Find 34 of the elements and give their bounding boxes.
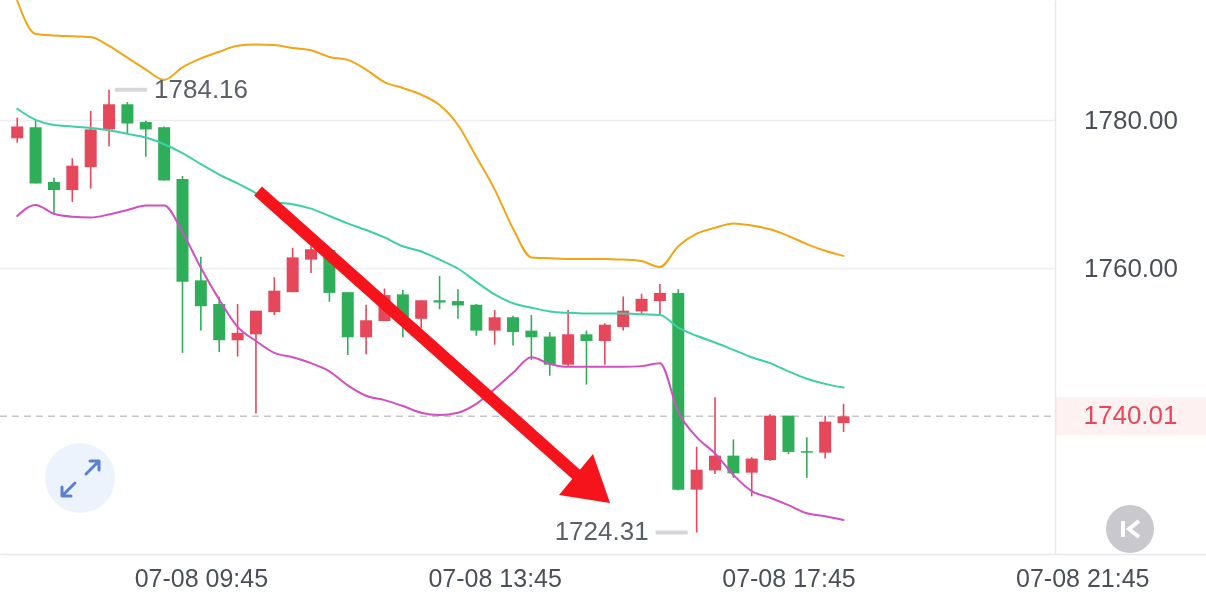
x-tick-label: 07-08 21:45 (1016, 563, 1150, 592)
candlestick (488, 309, 501, 346)
candlestick (249, 309, 262, 415)
annotation: 1724.31 (554, 516, 649, 547)
candlestick (507, 315, 520, 347)
candlestick (305, 245, 318, 274)
candlestick (451, 288, 464, 320)
line-series (16, 107, 845, 389)
y-tick-label: 1760.00 (1084, 252, 1178, 283)
ref-line-label: 1740.01 (1083, 400, 1178, 431)
candlestick (433, 275, 446, 310)
candlestick (598, 322, 611, 366)
candlestick (800, 436, 813, 479)
candlestick (360, 303, 373, 356)
candlestick (745, 456, 758, 498)
y-tick-label: 1780.00 (1084, 105, 1178, 136)
candlestick (11, 116, 24, 144)
candlestick (653, 283, 666, 316)
line-series (16, 203, 845, 521)
candlestick (47, 176, 60, 214)
candlestick (268, 276, 281, 316)
candlestick (525, 314, 538, 362)
candlestick (231, 303, 244, 358)
candlestick (139, 119, 152, 158)
candlestick (690, 445, 703, 534)
line-series (16, 0, 845, 269)
candlestick (121, 101, 134, 135)
candlestick (837, 403, 850, 433)
x-tick-label: 07-08 09:45 (134, 563, 269, 592)
annotation: 1784.16 (154, 73, 249, 104)
candlestick (580, 329, 593, 386)
x-tick-label: 07-08 13:45 (428, 563, 562, 592)
candlestick (415, 299, 428, 330)
x-tick-label: 07-08 17:45 (722, 563, 856, 592)
